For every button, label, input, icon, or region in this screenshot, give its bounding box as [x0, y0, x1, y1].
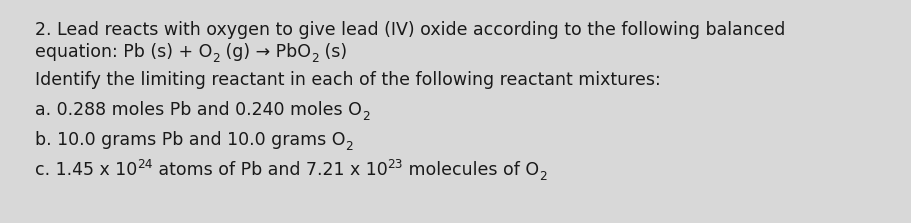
Text: 2: 2 [538, 170, 547, 183]
Text: 2: 2 [212, 52, 220, 65]
Text: 23: 23 [387, 158, 403, 171]
Text: 2: 2 [362, 110, 369, 123]
Text: c. 1.45 x 10: c. 1.45 x 10 [35, 161, 137, 179]
Text: a. 0.288 moles Pb and 0.240 moles O: a. 0.288 moles Pb and 0.240 moles O [35, 101, 362, 119]
Text: 2: 2 [345, 140, 353, 153]
Text: Identify the limiting reactant in each of the following reactant mixtures:: Identify the limiting reactant in each o… [35, 71, 660, 89]
Text: 24: 24 [137, 158, 152, 171]
Text: 2. Lead reacts with oxygen to give lead (IV) oxide according to the following ba: 2. Lead reacts with oxygen to give lead … [35, 21, 784, 39]
Text: (s): (s) [319, 43, 346, 61]
Text: atoms of Pb and 7.21 x 10: atoms of Pb and 7.21 x 10 [152, 161, 387, 179]
Text: (g) → PbO: (g) → PbO [220, 43, 311, 61]
Text: b. 10.0 grams Pb and 10.0 grams O: b. 10.0 grams Pb and 10.0 grams O [35, 131, 345, 149]
Text: molecules of O: molecules of O [403, 161, 538, 179]
Text: equation: Pb (s) + O: equation: Pb (s) + O [35, 43, 212, 61]
Text: 2: 2 [311, 52, 319, 65]
